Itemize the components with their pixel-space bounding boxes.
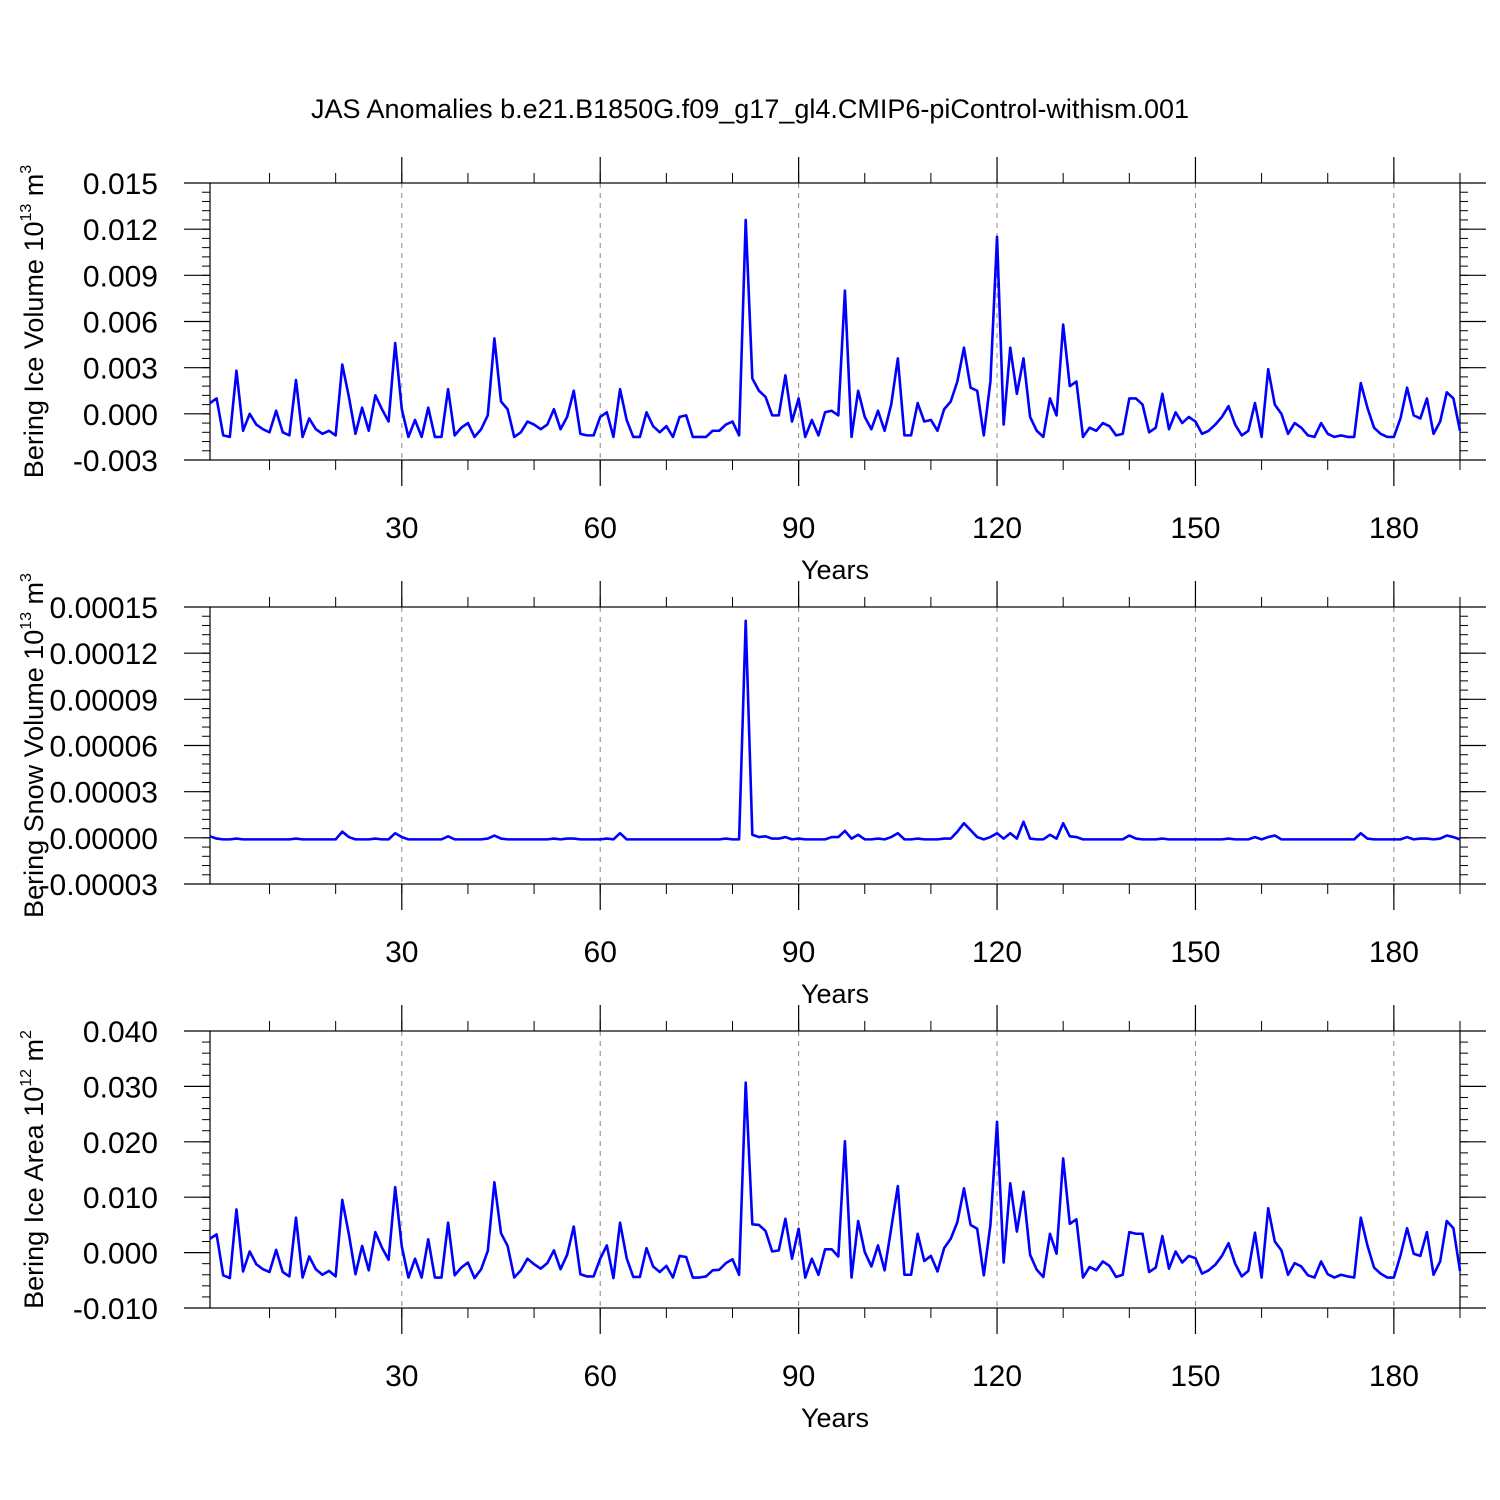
y-tick-label: 0.006 <box>83 307 158 340</box>
y-tick-label: 0.030 <box>83 1071 158 1104</box>
y-tick-label: 0.003 <box>83 353 158 386</box>
y-tick-label: 0.00000 <box>50 823 158 856</box>
x-tick-label: 120 <box>972 512 1022 545</box>
y-tick-label: 0.00015 <box>50 592 158 625</box>
y-tick-label: 0.000 <box>83 399 158 432</box>
x-axis-title: Years <box>801 979 869 1009</box>
y-tick-label: 0.020 <box>83 1127 158 1160</box>
x-tick-label: 90 <box>782 936 815 969</box>
y-tick-label: 0.040 <box>83 1016 158 1049</box>
series-line <box>209 619 1461 841</box>
x-axis-title: Years <box>801 1403 869 1433</box>
panels: -0.003 0.000 0.003 0.006 0.009 0.012 0.015 30 60… <box>18 157 1486 1433</box>
x-tick-label: 30 <box>385 1360 418 1393</box>
figure-title: JAS Anomalies b.e21.B1850G.f09_g17_gl4.C… <box>311 94 1189 124</box>
x-tick-label: 30 <box>385 936 418 969</box>
y-tick-label: 0.00003 <box>50 777 158 810</box>
x-tick-label: 150 <box>1170 936 1220 969</box>
y-axis-title: Bering Ice Volume 1013 m3 <box>18 165 49 478</box>
y-tick-label: 0.00012 <box>50 638 158 671</box>
x-tick-label: 180 <box>1369 1360 1419 1393</box>
y-axis-title: Bering Snow Volume 1013 m3 <box>18 573 49 918</box>
x-tick-label: 90 <box>782 1360 815 1393</box>
series-line <box>209 218 1462 439</box>
x-tick-label: 90 <box>782 512 815 545</box>
x-tick-label: 180 <box>1369 512 1419 545</box>
series-line <box>209 1081 1462 1280</box>
y-tick-label: 0.012 <box>83 214 158 247</box>
chart-panel-2: -0.00003 0.00000 0.00003 0.00006 0.00009 0.00… <box>18 573 1486 1009</box>
x-tick-label: 30 <box>385 512 418 545</box>
x-tick-label: 180 <box>1369 936 1419 969</box>
x-tick-label: 60 <box>584 936 617 969</box>
y-tick-label: 0.00009 <box>50 684 158 717</box>
y-tick-label: 0.00006 <box>50 731 158 764</box>
y-axis-title: Bering Ice Area 1012 m2 <box>18 1030 49 1309</box>
y-tick-label: 0.000 <box>83 1238 158 1271</box>
x-axis-title: Years <box>801 555 869 585</box>
y-tick-label: 0.015 <box>83 168 158 201</box>
y-tick-label: -0.010 <box>73 1293 158 1326</box>
x-tick-label: 60 <box>584 512 617 545</box>
x-tick-label: 120 <box>972 1360 1022 1393</box>
chart-panel-1: -0.003 0.000 0.003 0.006 0.009 0.012 0.015 30 60… <box>18 157 1486 585</box>
y-tick-label: 0.009 <box>83 260 158 293</box>
chart-panel-3: -0.010 0.000 0.010 0.020 0.030 0.040 30 60 90 120… <box>18 1005 1486 1433</box>
x-tick-label: 120 <box>972 936 1022 969</box>
y-tick-label: 0.010 <box>83 1182 158 1215</box>
y-tick-label: -0.00003 <box>40 869 158 902</box>
x-tick-label: 150 <box>1170 1360 1220 1393</box>
y-tick-label: -0.003 <box>73 445 158 478</box>
plot-frame <box>209 1030 1461 1309</box>
x-tick-label: 150 <box>1170 512 1220 545</box>
x-tick-label: 60 <box>584 1360 617 1393</box>
